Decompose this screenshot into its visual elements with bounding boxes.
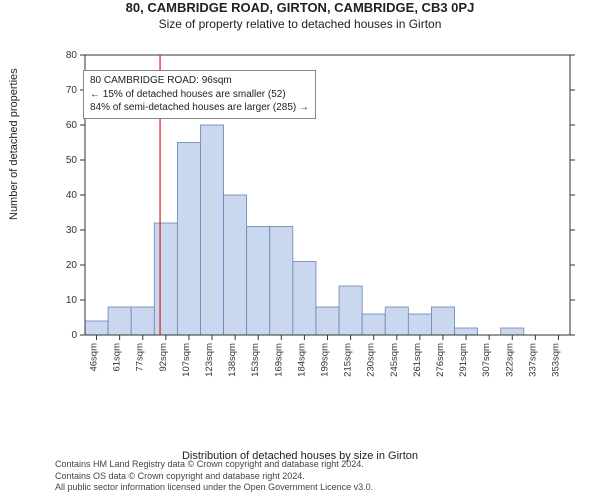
- svg-text:80: 80: [66, 50, 78, 61]
- svg-text:291sqm: 291sqm: [458, 343, 469, 377]
- svg-text:276sqm: 276sqm: [435, 343, 446, 377]
- footer-line3: All public sector information licensed u…: [55, 482, 373, 494]
- svg-text:138sqm: 138sqm: [227, 343, 238, 377]
- svg-text:245sqm: 245sqm: [389, 343, 400, 377]
- svg-text:60: 60: [66, 120, 78, 131]
- svg-text:353sqm: 353sqm: [550, 343, 561, 377]
- svg-text:107sqm: 107sqm: [181, 343, 192, 377]
- svg-text:20: 20: [66, 260, 78, 271]
- svg-text:169sqm: 169sqm: [273, 343, 284, 377]
- svg-text:199sqm: 199sqm: [320, 343, 331, 377]
- svg-text:215sqm: 215sqm: [343, 343, 354, 377]
- svg-text:46sqm: 46sqm: [89, 343, 100, 372]
- footer-line2: Contains OS data © Crown copyright and d…: [55, 471, 373, 483]
- svg-text:322sqm: 322sqm: [504, 343, 515, 377]
- page-subtitle: Size of property relative to detached ho…: [0, 17, 600, 31]
- footer-line1: Contains HM Land Registry data © Crown c…: [55, 459, 373, 471]
- annot-line3: 84% of semi-detached houses are larger (…: [90, 101, 309, 115]
- svg-text:10: 10: [66, 295, 78, 306]
- svg-text:307sqm: 307sqm: [481, 343, 492, 377]
- page-title: 80, CAMBRIDGE ROAD, GIRTON, CAMBRIDGE, C…: [0, 0, 600, 15]
- svg-text:40: 40: [66, 190, 78, 201]
- svg-text:0: 0: [71, 330, 77, 341]
- svg-text:230sqm: 230sqm: [366, 343, 377, 377]
- footer-text: Contains HM Land Registry data © Crown c…: [55, 459, 373, 494]
- svg-text:30: 30: [66, 225, 78, 236]
- annot-line1: 80 CAMBRIDGE ROAD: 96sqm: [90, 74, 309, 88]
- chart-area: 0 10 20 30 40 50 60 70 80 46sqm 61sqm 77sqm 92sqm 107…: [55, 50, 575, 390]
- svg-text:50: 50: [66, 155, 78, 166]
- svg-text:184sqm: 184sqm: [296, 343, 307, 377]
- svg-text:92sqm: 92sqm: [158, 343, 169, 372]
- svg-text:261sqm: 261sqm: [412, 343, 423, 377]
- annot-line2: ← 15% of detached houses are smaller (52…: [90, 88, 309, 102]
- svg-text:70: 70: [66, 85, 78, 96]
- svg-text:153sqm: 153sqm: [250, 343, 261, 377]
- svg-text:123sqm: 123sqm: [204, 343, 215, 377]
- svg-text:77sqm: 77sqm: [135, 343, 146, 372]
- svg-text:337sqm: 337sqm: [527, 343, 538, 377]
- annotation-box: 80 CAMBRIDGE ROAD: 96sqm ← 15% of detach…: [83, 70, 316, 119]
- svg-text:61sqm: 61sqm: [112, 343, 123, 372]
- y-axis-label: Number of detached properties: [8, 68, 20, 220]
